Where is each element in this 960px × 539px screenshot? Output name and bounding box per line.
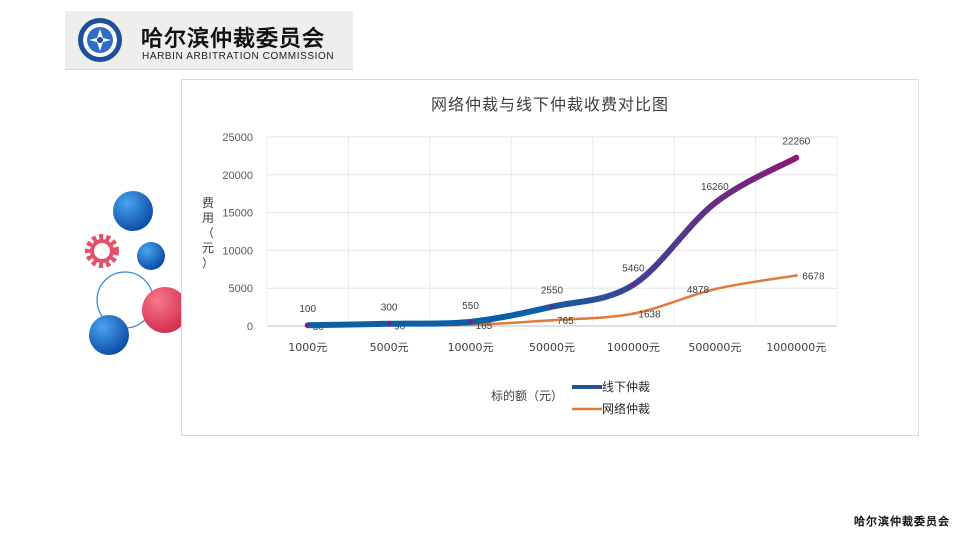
logo-banner: 哈尔滨仲裁委员会 HARBIN ARBITRATION COMMISSION bbox=[65, 11, 353, 70]
data-label-offline: 550 bbox=[462, 301, 479, 312]
data-point-offline bbox=[712, 201, 717, 206]
data-label-offline: 16260 bbox=[701, 182, 729, 193]
data-label-online: 90 bbox=[394, 321, 406, 332]
data-label-offline: 5460 bbox=[622, 264, 645, 275]
blue-bubble-large bbox=[113, 191, 153, 231]
org-name-en: HARBIN ARBITRATION COMMISSION bbox=[142, 51, 335, 62]
fee-comparison-chart: 0 5000 10000 15000 20000 25000 1000元 5000元 10000… bbox=[202, 95, 838, 416]
data-label-online: 765 bbox=[557, 316, 574, 327]
data-point-offline bbox=[305, 323, 310, 328]
data-point-offline bbox=[387, 321, 392, 326]
blue-bubble-bottom bbox=[89, 315, 129, 355]
y-tick-label: 20000 bbox=[222, 170, 253, 182]
data-point-offline bbox=[550, 304, 554, 309]
data-label-offline: 22260 bbox=[782, 137, 810, 148]
y-tick-label: 15000 bbox=[222, 208, 253, 220]
blue-bubble-small bbox=[137, 242, 165, 270]
data-point-online bbox=[713, 287, 717, 291]
legend-label-offline: 线下仲裁 bbox=[602, 380, 650, 394]
data-point-offline bbox=[794, 155, 799, 160]
x-tick-label: 1000000元 bbox=[766, 341, 826, 354]
y-axis-label: 费用（元） bbox=[202, 196, 214, 270]
data-label-offline: 100 bbox=[299, 304, 316, 315]
gear-icon bbox=[85, 234, 119, 268]
data-point-online bbox=[794, 274, 798, 278]
x-axis-label: 标的额（元） bbox=[491, 388, 563, 403]
x-tick-label: 50000元 bbox=[529, 341, 575, 354]
y-tick-label: 25000 bbox=[222, 132, 253, 144]
x-tick-label: 500000元 bbox=[688, 341, 741, 354]
chart-title: 网络仲裁与线下仲裁收费对比图 bbox=[431, 95, 669, 114]
y-tick-label: 5000 bbox=[229, 283, 253, 295]
data-point-offline bbox=[468, 319, 473, 324]
data-label-offline: 300 bbox=[381, 303, 398, 314]
legend-label-online: 网络仲裁 bbox=[602, 401, 650, 416]
data-point-online bbox=[550, 318, 554, 322]
data-point-offline bbox=[631, 282, 636, 287]
pink-bubble bbox=[142, 287, 188, 333]
decorative-bubbles bbox=[85, 191, 188, 355]
x-tick-label: 1000元 bbox=[288, 341, 327, 354]
x-tick-label: 100000元 bbox=[607, 341, 660, 354]
x-tick-label: 5000元 bbox=[370, 341, 409, 354]
x-tick-label: 10000元 bbox=[448, 341, 494, 354]
data-point-online bbox=[631, 312, 635, 316]
org-name-cn: 哈尔滨仲裁委员会 bbox=[141, 26, 326, 52]
y-tick-label: 0 bbox=[247, 321, 253, 333]
data-label-online: 4878 bbox=[687, 285, 710, 296]
data-label-online: 165 bbox=[476, 321, 493, 332]
data-label-offline: 2550 bbox=[541, 286, 564, 297]
chart-panel: 0 5000 10000 15000 20000 25000 1000元 5000元 10000… bbox=[181, 79, 919, 436]
data-label-online: 6678 bbox=[802, 272, 825, 283]
data-label-online: 1638 bbox=[638, 310, 661, 321]
y-tick-label: 10000 bbox=[222, 245, 253, 257]
footer-org-name: 哈尔滨仲裁委员会 bbox=[854, 515, 950, 528]
series-line-online bbox=[306, 274, 798, 328]
commission-seal-icon bbox=[78, 18, 122, 62]
